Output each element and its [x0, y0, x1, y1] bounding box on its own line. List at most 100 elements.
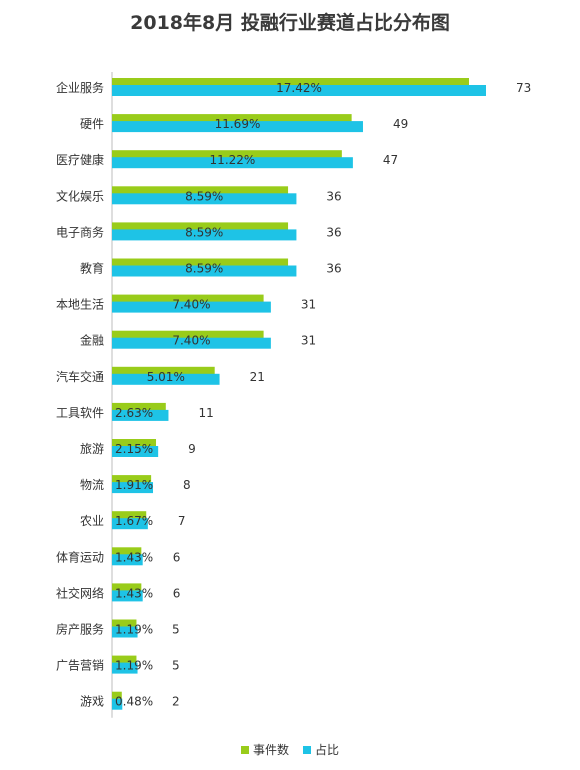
share-data-label: 8.59%	[185, 225, 223, 239]
bar-share	[112, 265, 297, 277]
bar-chart: 企业服务 17.42% 73 硬件 11.69% 49 医疗健康 11.22% 47 文化娱乐 8.…	[56, 72, 531, 718]
share-data-label: 1.43%	[115, 586, 153, 600]
share-data-label: 8.59%	[185, 262, 223, 276]
category-label: 广告营销	[56, 659, 104, 673]
bar-share	[112, 590, 143, 602]
bar-count	[112, 655, 137, 665]
bar-count	[112, 294, 264, 304]
count-data-label: 31	[301, 298, 316, 312]
chart-title: 2018年8月 投融行业赛道占比分布图	[130, 12, 450, 34]
bar-count	[112, 511, 147, 521]
share-data-label: 17.42%	[276, 81, 322, 95]
bar-share	[112, 554, 143, 566]
category-label: 工具软件	[56, 406, 104, 420]
share-data-label: 1.43%	[115, 550, 153, 564]
category-label: 电子商务	[56, 224, 104, 239]
count-data-label: 36	[326, 262, 341, 276]
bar-share	[112, 518, 148, 530]
bar-count	[112, 186, 289, 196]
category-label: 农业	[80, 514, 104, 528]
legend: 事件数 占比	[0, 741, 580, 758]
count-data-label: 11	[198, 406, 213, 420]
share-data-label: 2.15%	[115, 442, 153, 456]
bar-share	[112, 446, 159, 457]
bar-count	[112, 619, 137, 629]
share-data-label: 1.19%	[115, 623, 153, 637]
bar-share	[112, 698, 123, 710]
share-data-label: 7.40%	[172, 334, 210, 348]
category-label: 企业服务	[56, 80, 104, 95]
share-data-label: 2.63%	[115, 406, 153, 420]
count-data-label: 31	[301, 334, 316, 348]
share-data-label: 11.69%	[215, 117, 261, 131]
bar-share	[112, 85, 486, 96]
bar-count	[112, 475, 152, 485]
category-label: 汽车交通	[56, 369, 104, 384]
bar-count	[112, 402, 166, 412]
bar-count	[112, 258, 289, 268]
share-data-label: 8.59%	[185, 189, 223, 203]
category-label: 本地生活	[56, 298, 104, 312]
bar-count	[112, 583, 142, 593]
bar-share	[112, 193, 297, 205]
count-data-label: 49	[393, 117, 408, 131]
bar-share	[112, 662, 138, 674]
bar-count	[112, 330, 264, 340]
count-data-label: 8	[183, 478, 191, 492]
category-label: 社交网络	[56, 585, 104, 600]
count-data-label: 2	[172, 695, 180, 709]
legend-label-count: 事件数	[252, 743, 289, 757]
count-data-label: 9	[188, 442, 196, 456]
share-data-label: 11.22%	[210, 153, 256, 167]
count-data-label: 36	[326, 189, 341, 203]
category-label: 物流	[80, 478, 104, 492]
bar-share	[112, 157, 353, 169]
share-data-label: 5.01%	[147, 370, 185, 384]
bar-share	[112, 482, 154, 494]
bar-count	[112, 150, 342, 160]
count-data-label: 6	[173, 586, 181, 600]
bar-count	[112, 366, 215, 376]
bar-share	[112, 229, 297, 241]
count-data-label: 36	[326, 225, 341, 239]
bar-share	[112, 409, 169, 421]
bar-count	[112, 78, 469, 87]
legend-label-share: 占比	[315, 743, 340, 757]
bar-share	[112, 301, 271, 313]
count-data-label: 5	[172, 623, 180, 637]
bar-count	[112, 691, 122, 701]
count-data-label: 47	[383, 153, 398, 167]
category-label: 文化娱乐	[56, 188, 104, 203]
share-data-label: 1.91%	[115, 478, 153, 492]
category-label: 房产服务	[56, 622, 104, 637]
count-data-label: 6	[173, 550, 181, 564]
category-label: 金融	[80, 333, 104, 348]
bar-share	[112, 337, 271, 349]
legend-item-share: 占比	[303, 741, 339, 758]
category-label: 医疗健康	[56, 152, 104, 167]
category-label: 教育	[80, 261, 104, 276]
bar-share	[112, 626, 138, 638]
bar-count	[112, 222, 289, 232]
category-label: 体育运动	[56, 549, 104, 564]
bar-count	[112, 114, 352, 124]
bar-share	[112, 373, 220, 385]
bar-share	[112, 121, 363, 133]
category-label: 旅游	[80, 442, 104, 456]
legend-swatch-share	[303, 745, 311, 754]
legend-swatch-count	[240, 745, 249, 754]
category-label: 硬件	[80, 117, 104, 131]
bar-count	[112, 547, 142, 557]
share-data-label: 1.19%	[115, 659, 153, 673]
count-data-label: 5	[172, 659, 180, 673]
share-data-label: 7.40%	[172, 298, 210, 312]
share-data-label: 1.67%	[115, 514, 153, 528]
legend-item-count: 事件数	[240, 741, 289, 758]
share-data-label: 0.48%	[115, 695, 153, 709]
count-data-label: 7	[178, 514, 186, 528]
count-data-label: 21	[250, 370, 265, 384]
category-label: 游戏	[80, 695, 104, 709]
count-data-label: 73	[516, 81, 531, 95]
bar-count	[112, 439, 157, 448]
